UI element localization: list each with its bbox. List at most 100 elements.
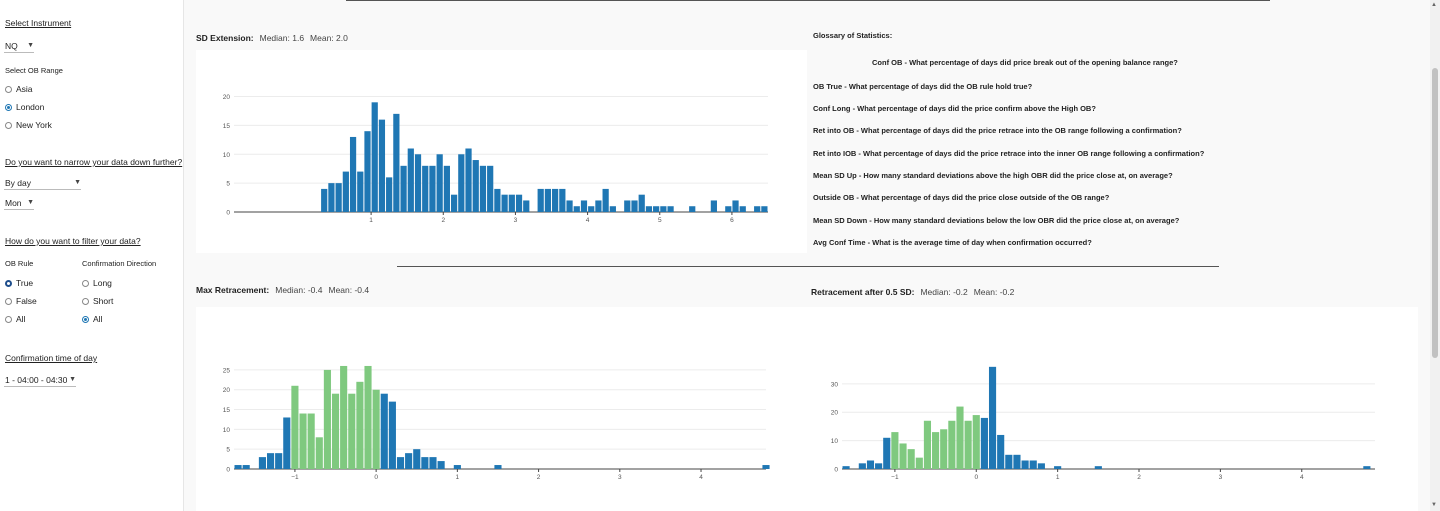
- histogram-bar: [501, 194, 508, 212]
- instrument-dropdown[interactable]: NQ ▼: [4, 39, 34, 53]
- histogram-bar: [494, 465, 502, 469]
- radio-label: All: [93, 314, 103, 324]
- narrow-by-dropdown[interactable]: By day ▼: [4, 176, 81, 190]
- scroll-up-icon[interactable]: ▲: [1431, 2, 1437, 8]
- histogram-bar: [331, 393, 340, 469]
- histogram-bar: [472, 160, 479, 212]
- glossary-title: Glossary of Statistics:: [813, 31, 893, 40]
- y-tick-label: 5: [226, 447, 230, 454]
- histogram-bar: [342, 171, 349, 212]
- max-retracement-title: Max Retracement: Median: -0.4 Mean: -0.4: [196, 285, 375, 295]
- x-tick-label: 0: [374, 474, 378, 481]
- histogram-bar: [653, 206, 660, 212]
- y-tick-label: 10: [223, 152, 231, 159]
- histogram-bar: [494, 188, 501, 212]
- glossary-item: Ret into OB - What percentage of days di…: [813, 126, 1182, 135]
- histogram-bar: [335, 183, 342, 212]
- sd-extension-svg: 0 5 10 15 20 1 2 3 4 5 6: [223, 94, 768, 224]
- scrollbar-thumb[interactable]: [1432, 68, 1438, 358]
- histogram-bar: [458, 154, 465, 212]
- x-tick-label: 3: [1219, 474, 1223, 481]
- histogram-bar: [323, 369, 331, 469]
- ob-rule-true[interactable]: True: [5, 278, 33, 288]
- histogram-bar: [275, 453, 283, 469]
- ob-range-asia[interactable]: Asia: [5, 84, 33, 94]
- glossary-item: Avg Conf Time - What is the average time…: [813, 238, 1092, 247]
- histogram-bar: [725, 206, 732, 212]
- histogram-bar: [372, 389, 380, 469]
- radio-label: Long: [93, 278, 112, 288]
- y-tick-label: 0: [226, 467, 230, 474]
- x-tick-label: 0: [974, 474, 978, 481]
- y-tick-label: 25: [223, 367, 231, 374]
- glossary-item: Conf Long - What percentage of days did …: [813, 104, 1096, 113]
- y-tick-label: 20: [223, 387, 231, 394]
- histogram-bar: [266, 453, 275, 469]
- histogram-bar: [964, 420, 972, 469]
- chevron-down-icon: ▼: [27, 42, 34, 49]
- histogram-bar: [234, 465, 242, 469]
- histogram-bar: [631, 200, 638, 212]
- retracement-05-median: Median: -0.2: [920, 287, 968, 297]
- histogram-bar: [739, 206, 746, 212]
- histogram-bar: [479, 165, 487, 212]
- histogram-bar: [875, 463, 883, 469]
- top-divider: [346, 0, 1270, 1]
- conf-dir-all[interactable]: All: [82, 314, 102, 324]
- radio-label: True: [16, 278, 34, 288]
- sd-extension-median: Median: 1.6: [259, 33, 305, 43]
- x-tick-label: −1: [891, 474, 899, 481]
- histogram-bar: [508, 194, 515, 212]
- histogram-bar: [940, 429, 948, 469]
- histogram-bar: [588, 206, 595, 212]
- ob-rule-all[interactable]: All: [5, 314, 25, 324]
- conf-dir-long[interactable]: Long: [82, 278, 112, 288]
- y-tick-label: 20: [223, 94, 231, 101]
- histogram-bar: [624, 200, 631, 212]
- histogram-bar: [858, 463, 866, 469]
- histogram-bar: [429, 457, 437, 469]
- histogram-bar: [638, 194, 645, 212]
- histogram-bar: [307, 413, 315, 469]
- histogram-bar: [429, 165, 436, 212]
- sd-extension-label: SD Extension:: [196, 33, 254, 43]
- radio-label: Short: [93, 296, 114, 306]
- radio-icon: [82, 297, 89, 305]
- histogram-bar: [997, 434, 1005, 469]
- radio-icon: [5, 121, 12, 129]
- histogram-bar: [414, 154, 422, 212]
- histogram-bar: [609, 206, 616, 212]
- histogram-bar: [421, 457, 429, 469]
- x-tick-label: 4: [1300, 474, 1304, 481]
- page-scrollbar[interactable]: ▲ ▼: [1430, 0, 1440, 511]
- histogram-bar: [595, 200, 602, 212]
- glossary-item: Ret into IOB - What percentage of days d…: [813, 149, 1205, 158]
- x-tick-label: 2: [1137, 474, 1141, 481]
- histogram-bar: [667, 206, 674, 212]
- conf-time-dropdown[interactable]: 1 - 04:00 - 04:30 ▼: [4, 373, 76, 387]
- histogram-bar: [407, 148, 414, 212]
- histogram-bar: [573, 206, 580, 212]
- histogram-bar: [948, 420, 956, 469]
- x-tick-label: 5: [658, 217, 662, 224]
- ob-range-new-york[interactable]: New York: [5, 120, 52, 130]
- day-dropdown[interactable]: Mon ▼: [4, 196, 34, 210]
- histogram-bar: [899, 443, 907, 469]
- conf-dir-short[interactable]: Short: [82, 296, 113, 306]
- histogram-bar: [386, 177, 393, 212]
- histogram-bar: [422, 165, 429, 212]
- histogram-bar: [443, 165, 450, 212]
- histogram-bar: [762, 465, 770, 469]
- histogram-bar: [544, 188, 552, 212]
- histogram-bar: [357, 171, 364, 212]
- sd-extension-title: SD Extension: Median: 1.6 Mean: 2.0: [196, 33, 354, 43]
- histogram-bar: [761, 206, 768, 212]
- ob-range-london[interactable]: London: [5, 102, 44, 112]
- x-tick-label: −1: [291, 474, 299, 481]
- ob-rule-false[interactable]: False: [5, 296, 37, 306]
- histogram-bar: [1037, 463, 1045, 469]
- y-tick-label: 0: [226, 210, 230, 217]
- retracement-05-title: Retracement after 0.5 SD: Median: -0.2 Mea…: [811, 287, 1020, 297]
- histogram-bar: [956, 406, 964, 469]
- scroll-down-icon[interactable]: ▼: [1431, 502, 1437, 508]
